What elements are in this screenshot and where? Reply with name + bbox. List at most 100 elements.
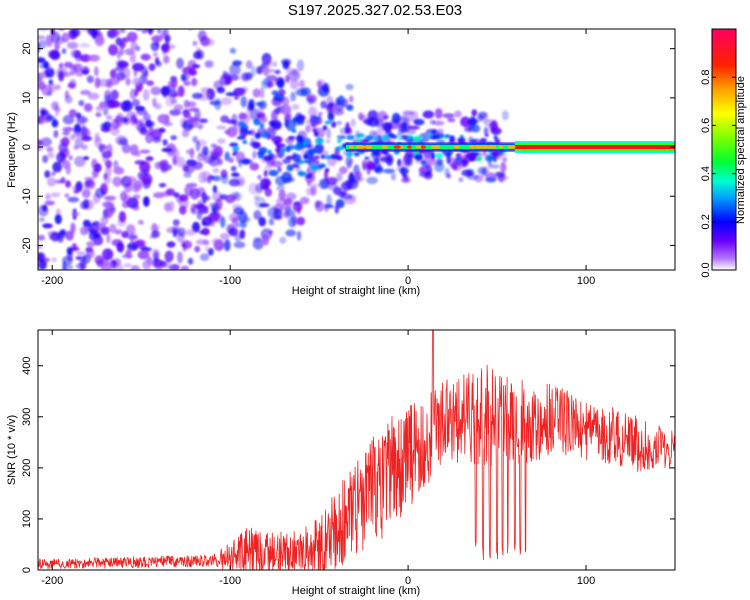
spectrogram-blob: [413, 118, 425, 126]
spectrogram-blob: [235, 89, 247, 95]
spectrogram-blob: [169, 44, 176, 50]
spectrogram-blob: [165, 188, 176, 196]
spectrogram-blob: [264, 187, 272, 197]
spectrogram-blob: [110, 69, 117, 78]
spectrogram-blob: [403, 153, 412, 163]
spectrogram-blob: [387, 133, 396, 137]
spectrogram-blob: [98, 144, 108, 150]
spectrogram-blob: [38, 141, 44, 152]
spectrogram-blob: [44, 67, 55, 78]
spectrogram-blob: [312, 128, 317, 133]
tone-peak: [474, 145, 483, 149]
spectrogram-blob: [280, 147, 286, 153]
spectrogram-blob: [74, 136, 84, 149]
spectrogram-blob: [237, 121, 246, 128]
spectrogram-blob: [429, 135, 439, 140]
spectrogram-blob: [455, 156, 462, 161]
spectrogram-frame: [37, 28, 676, 271]
spectrogram-blob: [295, 88, 307, 97]
spectrogram-blob: [261, 234, 270, 246]
spectrogram-blob: [78, 100, 85, 107]
spectrogram-blob: [204, 246, 210, 252]
spectrogram-blob: [298, 79, 305, 88]
spectrogram-blob: [262, 133, 268, 138]
snr-y-ticks: 0 100 200 300 400: [21, 357, 675, 573]
spectrogram-blob: [173, 192, 180, 198]
spectrogram-blob: [212, 185, 218, 194]
spectrogram-blob: [116, 242, 125, 253]
spectrogram-blob: [268, 218, 275, 226]
spectrogram-blob: [105, 114, 113, 121]
spectrogram-blob: [229, 63, 241, 76]
spectrogram-blob: [257, 174, 262, 180]
spectrogram-blob: [286, 192, 297, 201]
spectrogram-blob: [290, 91, 296, 102]
spectrogram-blob: [444, 167, 450, 178]
spectrogram-blob: [177, 227, 186, 237]
spectrogram-blob: [286, 164, 294, 172]
spectrogram-blob: [434, 108, 443, 119]
spectrogram-blob: [68, 109, 78, 118]
spectrogram-blob: [51, 171, 56, 176]
spectrogram-blob: [103, 175, 112, 185]
spectrogram-blob: [135, 151, 141, 157]
spectrogram-blob: [485, 176, 497, 183]
spectrogram-blob: [182, 165, 190, 172]
spectrogram-blob: [95, 112, 102, 118]
spectrogram-blob: [258, 216, 267, 227]
spectrogram-blob: [172, 230, 178, 238]
spectrogram-blob: [280, 203, 292, 211]
spectrogram-blob: [224, 76, 232, 85]
spectrogram-blob: [326, 128, 332, 139]
spectrogram-blob: [239, 229, 246, 239]
spectrogram-blob: [51, 119, 59, 128]
spectrogram-blob: [402, 110, 415, 116]
spectrogram-blob: [58, 70, 65, 82]
spectrogram-blob: [134, 105, 146, 111]
spectrogram-blob: [81, 135, 93, 142]
spectrogram-blob: [83, 103, 93, 112]
tone-peak: [435, 145, 440, 149]
spectrogram-blob: [76, 255, 87, 261]
spectrogram-blob: [193, 203, 206, 209]
spectrogram-blob: [141, 29, 148, 34]
spectrogram-blob: [252, 88, 261, 98]
spectrogram-blob: [132, 77, 141, 86]
spectrogram-blob: [133, 180, 143, 191]
spectrogram-blob: [144, 69, 149, 77]
spectrogram-blob: [373, 136, 378, 142]
spectrogram-blob: [382, 115, 389, 120]
spectrogram-blob: [148, 126, 154, 137]
spectrogram-blob: [137, 123, 147, 134]
spectrogram-blob: [171, 226, 180, 231]
spectrogram-blob: [73, 189, 79, 194]
spectrogram-blob: [118, 211, 127, 223]
spectrogram-blob: [279, 236, 287, 244]
spectrogram-blob: [305, 173, 313, 179]
spectrogram-blob: [225, 194, 236, 204]
spectrogram-blob: [134, 160, 146, 165]
spectrogram-blob: [40, 109, 49, 116]
spectrogram-blob: [65, 230, 74, 241]
spectrogram-blob: [101, 201, 112, 208]
spectrogram-blob: [198, 118, 208, 124]
spectrogram-blob: [308, 97, 313, 106]
spectrogram-blob: [171, 92, 179, 98]
spectrogram-blob: [211, 238, 220, 246]
spectrogram-blob: [145, 120, 155, 127]
spectrogram-blob: [156, 29, 159, 30]
spectrogram-blob: [106, 143, 113, 156]
spectrogram-blob: [229, 142, 239, 147]
spectrogram-blob: [252, 150, 257, 159]
spectrogram-blob: [437, 128, 444, 135]
spectrogram-blob: [324, 204, 334, 209]
spectrogram-blob: [401, 173, 407, 178]
spectrogram-blob: [43, 61, 50, 69]
tone-peak: [453, 145, 460, 149]
spectrogram-blob: [38, 29, 49, 31]
spectrogram-blob: [53, 130, 59, 138]
spectrogram-blob: [64, 193, 70, 198]
spectrogram-blob: [192, 136, 199, 143]
spectrogram-blob: [495, 171, 506, 177]
spectrogram-blob: [42, 223, 53, 229]
